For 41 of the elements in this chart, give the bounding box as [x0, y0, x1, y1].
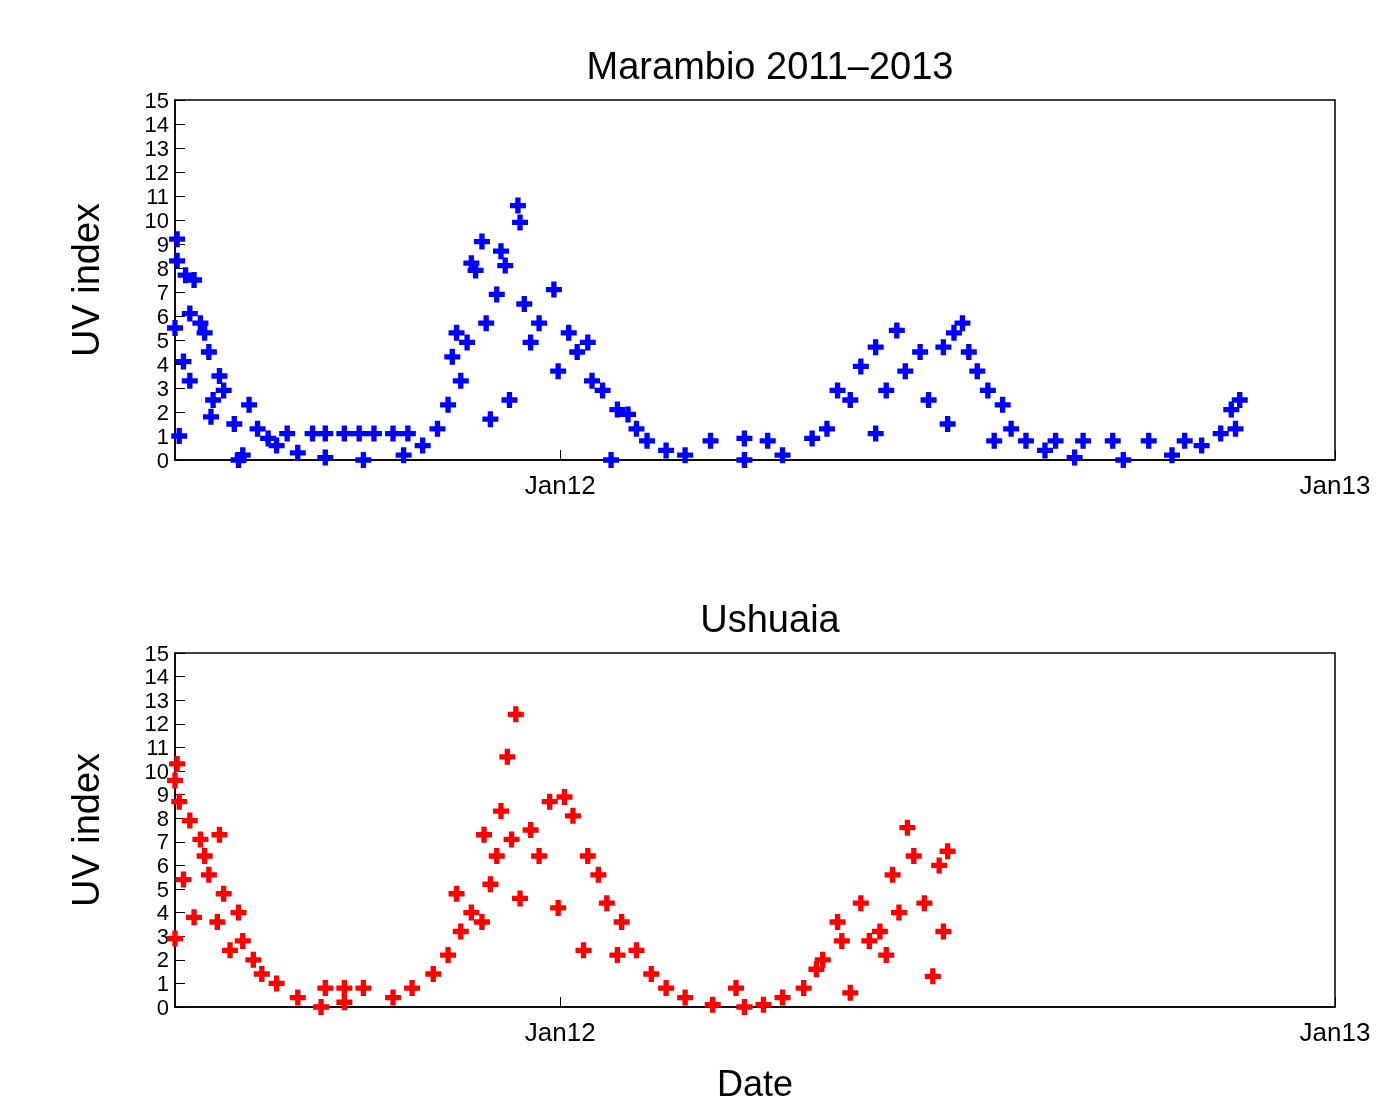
y-tick-label: 2	[156, 947, 169, 973]
y-axis-title: UV index	[65, 752, 107, 908]
y-tick-label: 10	[144, 207, 169, 233]
x-tick-label: Jan13	[1299, 1017, 1371, 1047]
y-tick-label: 6	[156, 303, 169, 329]
y-tick-label: 15	[144, 640, 169, 666]
y-tick-label: 2	[156, 399, 169, 425]
y-tick-label: 0	[156, 994, 169, 1020]
y-tick-label: 12	[144, 711, 169, 737]
y-tick-label: 0	[156, 447, 169, 473]
y-tick-label: 15	[144, 87, 169, 113]
y-tick-label: 12	[144, 159, 169, 185]
y-tick-label: 9	[156, 231, 169, 257]
chart-title: Ushuaia	[700, 598, 841, 640]
y-tick-label: 11	[146, 734, 169, 760]
y-tick-label: 1	[156, 423, 169, 449]
y-tick-label: 9	[156, 782, 169, 808]
y-tick-label: 7	[156, 279, 169, 305]
y-tick-label: 8	[156, 255, 169, 281]
y-tick-label: 6	[156, 852, 169, 878]
y-tick-label: 8	[156, 805, 169, 831]
y-tick-label: 13	[144, 135, 169, 161]
y-tick-label: 5	[156, 327, 169, 353]
y-tick-label: 7	[156, 829, 169, 855]
y-tick-label: 4	[156, 351, 169, 377]
x-tick-label: Jan12	[524, 470, 596, 500]
y-tick-label: 14	[144, 111, 169, 137]
y-tick-label: 1	[156, 970, 169, 996]
x-tick-label: Jan13	[1299, 470, 1371, 500]
y-tick-label: 14	[144, 664, 169, 690]
y-tick-label: 4	[156, 900, 169, 926]
x-axis-title: Date	[716, 1062, 794, 1104]
y-axis-title: UV index	[65, 202, 107, 358]
y-tick-label: 3	[156, 923, 169, 949]
y-tick-label: 11	[146, 183, 169, 209]
y-tick-label: 13	[144, 687, 169, 713]
x-tick-label: Jan12	[524, 1017, 596, 1047]
y-tick-label: 3	[156, 375, 169, 401]
chart-title: Marambio 2011–2013	[586, 45, 954, 87]
y-tick-label: 10	[144, 758, 169, 784]
y-tick-label: 5	[156, 876, 169, 902]
